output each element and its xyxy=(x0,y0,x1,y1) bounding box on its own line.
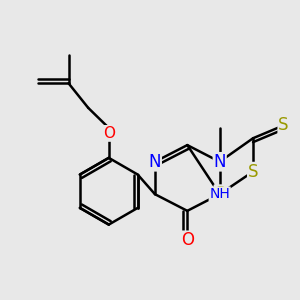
Text: S: S xyxy=(248,163,258,181)
Text: O: O xyxy=(103,126,115,141)
Text: N: N xyxy=(213,153,226,171)
Text: N: N xyxy=(149,153,161,171)
Text: S: S xyxy=(214,185,225,203)
Text: O: O xyxy=(103,126,115,141)
Text: O: O xyxy=(181,231,194,249)
Text: S: S xyxy=(278,116,289,134)
Text: NH: NH xyxy=(209,187,230,201)
